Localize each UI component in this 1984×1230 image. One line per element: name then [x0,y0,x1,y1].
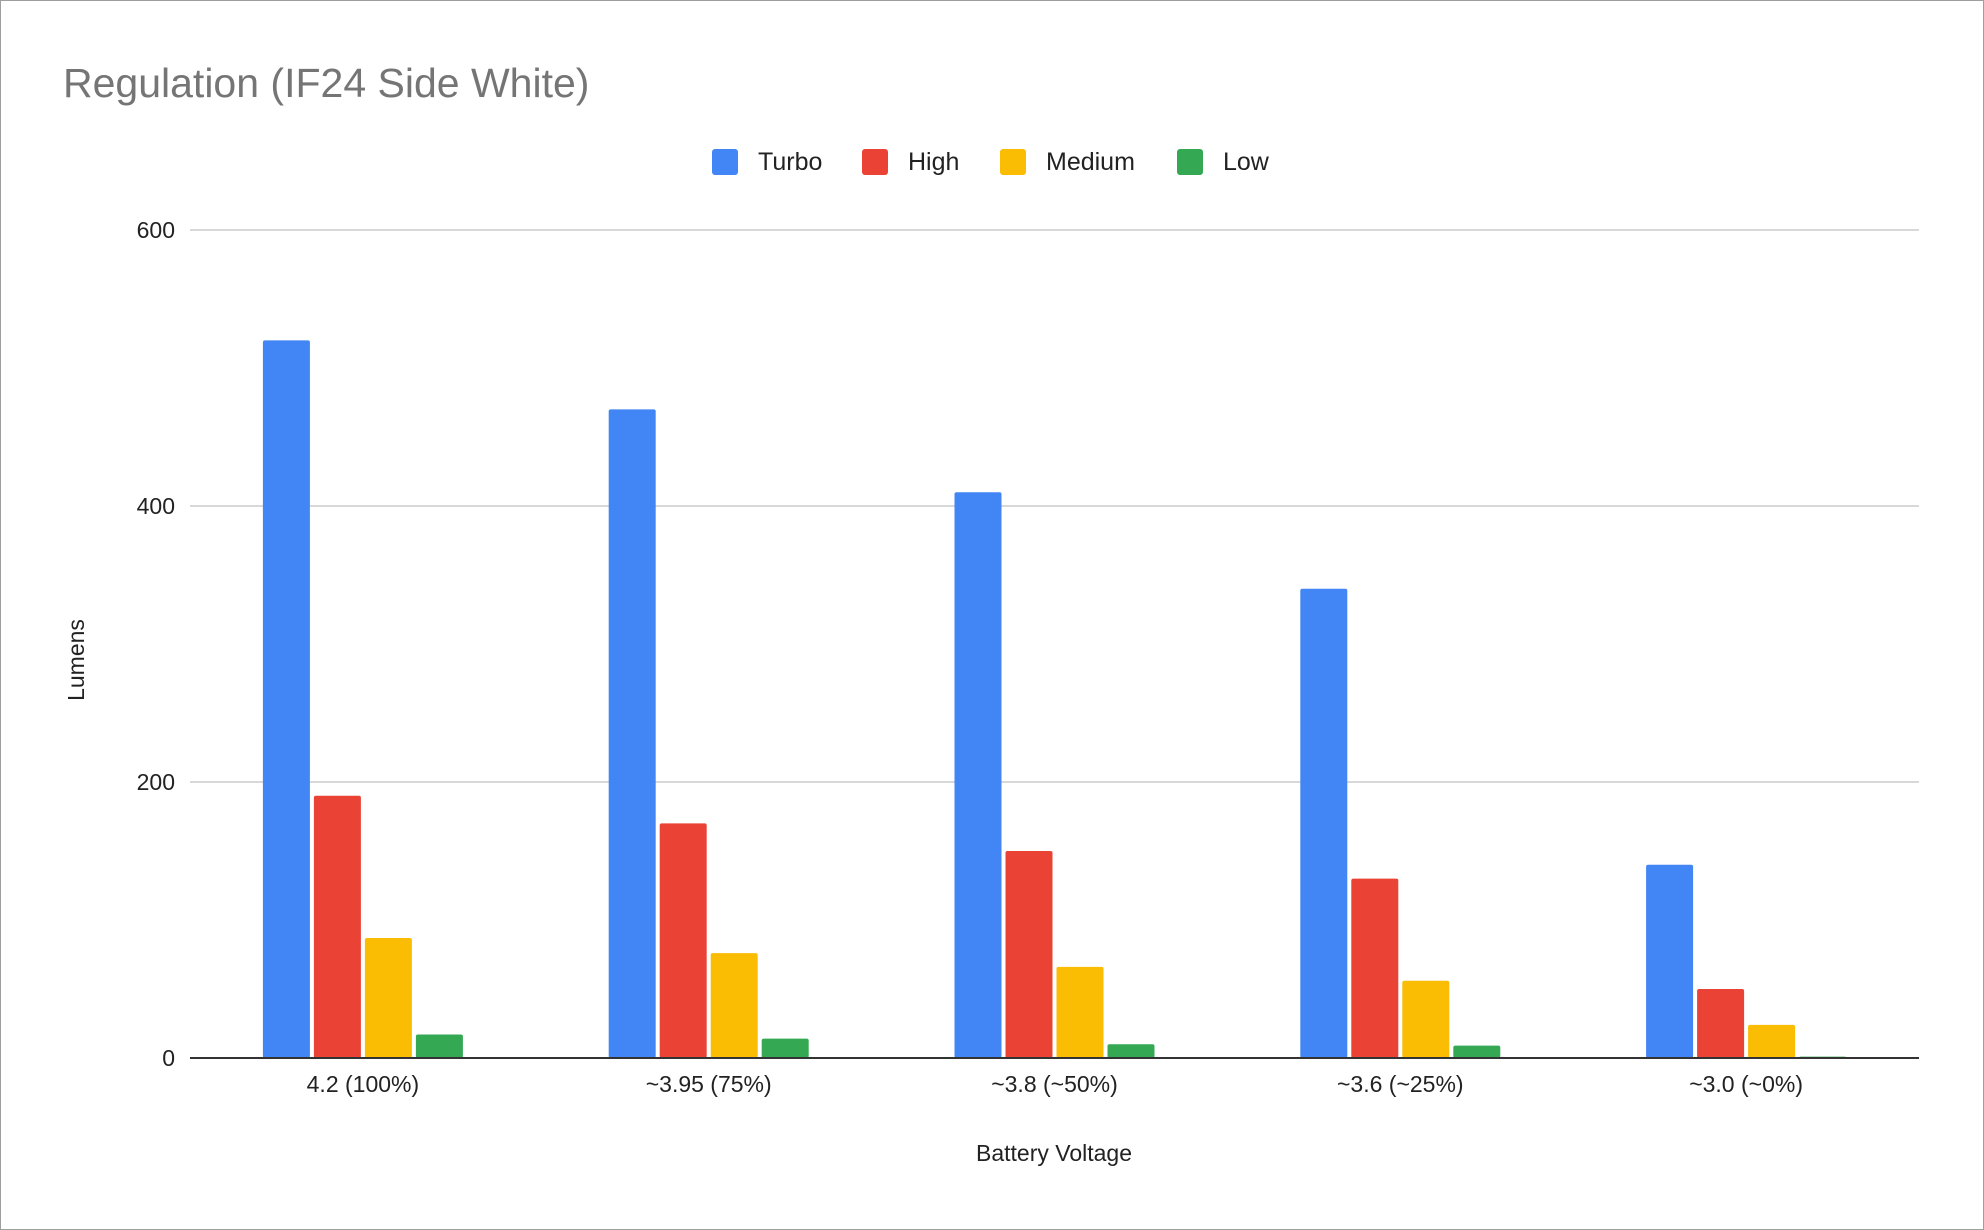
x-tick-label: ~3.95 (75%) [646,1071,772,1097]
legend-item-low: Low [1177,148,1270,176]
bar-low [1107,1044,1155,1058]
bar-low [761,1038,809,1058]
bar-turbo [608,409,656,1058]
bar-medium [710,953,758,1058]
x-tick-label: ~3.6 (~25%) [1337,1071,1464,1097]
bars [262,340,1847,1058]
chart-title: Regulation (IF24 Side White) [63,60,589,106]
x-tick-label: ~3.8 (~50%) [991,1071,1118,1097]
legend: Turbo High Medium Low [712,148,1270,176]
bar-turbo [262,340,310,1058]
bar-medium [1402,980,1450,1058]
x-tick-label: ~3.0 (~0%) [1689,1071,1803,1097]
legend-swatch [712,149,738,175]
bar-high [1351,878,1399,1058]
bar-low [415,1034,463,1058]
legend-swatch [1177,149,1203,175]
x-tick-labels: 4.2 (100%) ~3.95 (75%) ~3.8 (~50%) ~3.6 (~2… [307,1071,1803,1097]
bar-high [313,795,361,1058]
bar-medium [1748,1024,1796,1058]
legend-item-medium: Medium [1000,148,1135,176]
y-tick-label: 400 [137,493,175,519]
legend-item-high: High [862,148,959,176]
bar-medium [364,937,412,1058]
bar-high [1005,851,1053,1058]
x-tick-label: 4.2 (100%) [307,1071,420,1097]
y-axis-label: Lumens [63,619,89,701]
gridlines: 0 200 400 600 [137,217,1919,1071]
y-tick-label: 200 [137,769,175,795]
bar-turbo [1300,588,1348,1058]
legend-label: Low [1223,148,1270,176]
legend-label: Turbo [758,148,822,176]
legend-item-turbo: Turbo [712,148,822,176]
y-tick-label: 0 [162,1045,175,1071]
bar-medium [1056,966,1104,1058]
bar-low [1453,1045,1501,1058]
bar-turbo [1646,864,1694,1058]
legend-label: High [908,148,959,176]
legend-swatch [1000,149,1026,175]
legend-swatch [862,149,888,175]
bar-high [1697,989,1745,1058]
bar-turbo [954,492,1002,1058]
legend-label: Medium [1046,148,1135,176]
bar-high [659,823,707,1058]
x-axis-label: Battery Voltage [976,1140,1132,1166]
y-tick-label: 600 [137,217,175,243]
